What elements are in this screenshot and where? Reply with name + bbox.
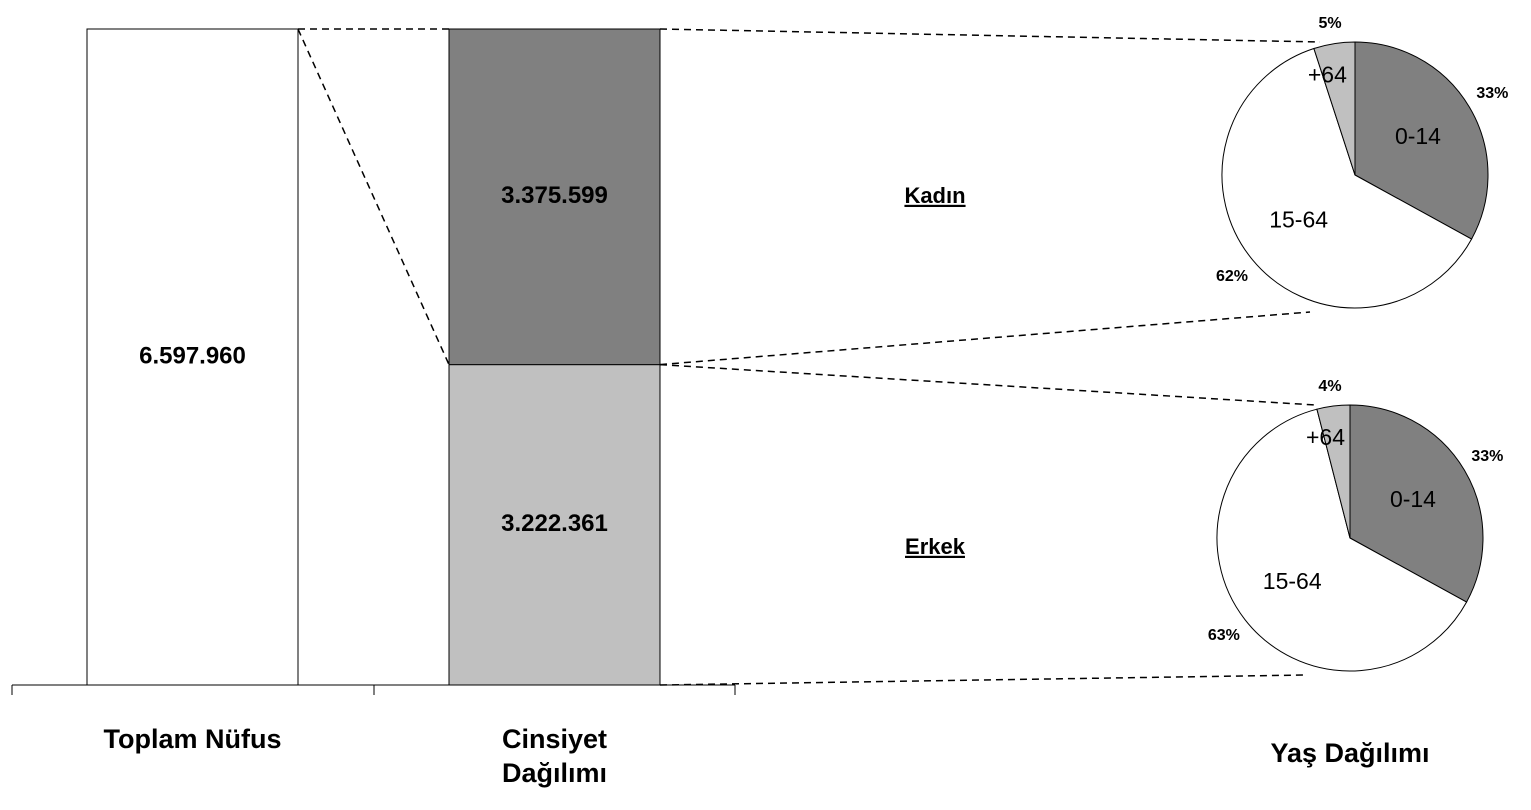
slice-label: +64 <box>1306 424 1345 450</box>
slice-label: 0-14 <box>1390 486 1436 512</box>
slice-label: 0-14 <box>1395 123 1441 149</box>
connector <box>659 311 1311 366</box>
series-label: Erkek <box>905 534 966 559</box>
bar <box>448 364 661 686</box>
value-label: 63% <box>1208 627 1240 644</box>
connector <box>659 363 1316 406</box>
connector <box>659 674 1306 686</box>
bar <box>448 28 661 366</box>
pie-slice <box>1313 41 1356 176</box>
bar <box>86 28 299 686</box>
slice-label: 15-64 <box>1263 568 1322 594</box>
value-label: 4% <box>1318 378 1341 395</box>
data-label: 3.375.599 <box>501 182 608 209</box>
value-label: 33% <box>1471 448 1503 465</box>
slice-label: +64 <box>1308 62 1347 88</box>
pie-slice <box>1216 408 1468 672</box>
slice-label: 15-64 <box>1269 207 1328 233</box>
value-label: 62% <box>1216 268 1248 285</box>
value-label: 5% <box>1318 15 1341 32</box>
data-label: 6.597.960 <box>139 342 246 369</box>
data-label: 3.222.361 <box>501 510 608 537</box>
series-label: Kadın <box>904 183 965 208</box>
pie-slice <box>1349 404 1484 603</box>
pie-slice <box>1354 41 1489 240</box>
x-tick-label: Cinsiyet Dağılımı <box>501 724 608 788</box>
pie-slice <box>1221 47 1473 309</box>
connector <box>659 28 1321 43</box>
pie-slice <box>1316 404 1351 539</box>
connector <box>297 28 450 365</box>
x-tick-label: Toplam Nüfus <box>103 724 282 754</box>
pie-group-label: Yaş Dağılımı <box>1270 738 1430 768</box>
value-label: 33% <box>1476 85 1508 102</box>
